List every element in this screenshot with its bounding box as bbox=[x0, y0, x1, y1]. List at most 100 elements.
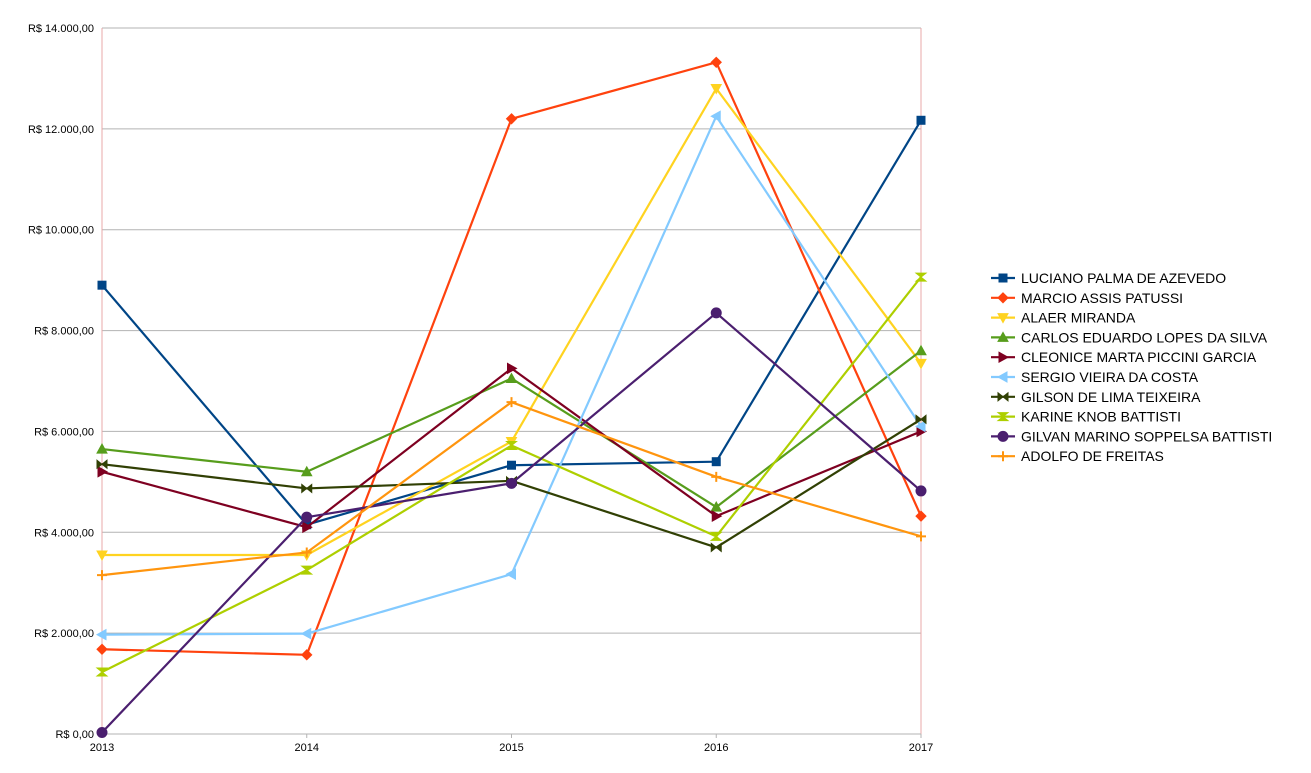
data-point bbox=[506, 397, 517, 408]
legend-marker bbox=[998, 273, 1008, 283]
legend-marker bbox=[996, 371, 1008, 383]
data-point bbox=[914, 272, 928, 282]
data-point bbox=[915, 485, 927, 497]
series-karine-knob-battisti bbox=[95, 272, 928, 677]
legend-label: MARCIO ASSIS PATUSSI bbox=[1021, 290, 1183, 306]
data-point bbox=[300, 627, 312, 640]
data-point bbox=[711, 457, 721, 467]
y-tick-label: R$ 0,00 bbox=[55, 729, 94, 741]
data-point bbox=[96, 726, 108, 738]
data-point bbox=[301, 649, 313, 661]
legend-label: ADOLFO DE FREITAS bbox=[1021, 448, 1164, 464]
legend-item: CARLOS EDUARDO LOPES DA SILVA bbox=[991, 329, 1268, 345]
data-point bbox=[710, 56, 722, 68]
series-luciano-palma-de-azevedo bbox=[97, 115, 926, 530]
x-tick-label: 2017 bbox=[909, 742, 933, 754]
legend-marker bbox=[998, 351, 1010, 364]
series-gilvan-marino-soppelsa-battisti bbox=[96, 307, 927, 738]
legend-marker bbox=[997, 313, 1009, 324]
data-point bbox=[915, 414, 927, 425]
legend-item: SERGIO VIEIRA DA COSTA bbox=[991, 369, 1199, 385]
data-point bbox=[301, 511, 313, 523]
x-tick-label: 2015 bbox=[499, 742, 523, 754]
data-point bbox=[96, 443, 108, 454]
legend-item: LUCIANO PALMA DE AZEVEDO bbox=[991, 270, 1226, 286]
data-point bbox=[96, 550, 108, 562]
data-point bbox=[505, 113, 518, 125]
data-point bbox=[506, 477, 517, 489]
data-point bbox=[711, 510, 723, 522]
legend-label: SERGIO VIEIRA DA COSTA bbox=[1021, 369, 1199, 385]
legend-item: ALAER MIRANDA bbox=[991, 310, 1136, 326]
legend-label: LUCIANO PALMA DE AZEVEDO bbox=[1021, 270, 1226, 286]
data-point bbox=[96, 643, 108, 655]
legend-marker bbox=[997, 331, 1009, 342]
legend-label: CARLOS EDUARDO LOPES DA SILVA bbox=[1021, 329, 1268, 345]
legend-item: KARINE KNOB BATTISTI bbox=[991, 409, 1181, 425]
data-point bbox=[95, 628, 107, 641]
legend-label: ALAER MIRANDA bbox=[1021, 310, 1136, 326]
data-point bbox=[97, 280, 107, 290]
legend-label: KARINE KNOB BATTISTI bbox=[1021, 409, 1181, 425]
data-point bbox=[915, 358, 927, 370]
x-tick-label: 2013 bbox=[90, 742, 114, 754]
y-tick-label: R$ 10.000,00 bbox=[28, 225, 94, 237]
legend-label: CLEONICE MARTA PICCINI GARCIA bbox=[1021, 349, 1257, 365]
y-tick-label: R$ 6.000,00 bbox=[34, 426, 94, 438]
series-line bbox=[101, 61, 923, 656]
data-point bbox=[710, 307, 722, 319]
data-point bbox=[505, 441, 518, 451]
legend-marker bbox=[997, 430, 1009, 442]
y-tick-label: R$ 4.000,00 bbox=[34, 527, 94, 539]
data-point bbox=[97, 570, 107, 581]
series-cleonice-marta-piccini-garcia bbox=[97, 362, 928, 534]
legend-marker bbox=[996, 412, 1010, 422]
series-sergio-vieira-da-costa bbox=[95, 110, 926, 641]
data-point bbox=[97, 465, 109, 478]
legend-item: CLEONICE MARTA PICCINI GARCIA bbox=[991, 349, 1257, 365]
x-tick-label: 2016 bbox=[704, 742, 728, 754]
legend-label: GILVAN MARINO SOPPELSA BATTISTI bbox=[1021, 428, 1272, 444]
series-group bbox=[95, 56, 928, 738]
y-tick-label: R$ 8.000,00 bbox=[34, 326, 94, 338]
data-point bbox=[709, 531, 723, 541]
data-point bbox=[914, 420, 926, 433]
series-adolfo-de-freitas bbox=[97, 397, 926, 581]
x-tick-label: 2014 bbox=[295, 742, 319, 754]
data-point bbox=[507, 460, 516, 470]
x-axis-tick-labels: 2013 2014 2015 2016 2017 bbox=[90, 742, 933, 754]
data-point bbox=[96, 459, 108, 470]
data-point bbox=[915, 344, 927, 356]
series-line bbox=[101, 276, 922, 673]
data-point bbox=[915, 510, 927, 522]
legend-marker bbox=[997, 292, 1009, 304]
legend-item: GILVAN MARINO SOPPELSA BATTISTI bbox=[991, 428, 1272, 444]
data-point bbox=[711, 471, 722, 482]
legend-item: MARCIO ASSIS PATUSSI bbox=[991, 290, 1183, 306]
data-point bbox=[710, 542, 722, 553]
data-point bbox=[302, 521, 313, 534]
y-tick-label: R$ 14.000,00 bbox=[28, 23, 94, 35]
legend-item: ADOLFO DE FREITAS bbox=[991, 448, 1164, 464]
data-point bbox=[300, 465, 313, 477]
data-point bbox=[505, 372, 518, 383]
legend-marker bbox=[998, 451, 1008, 462]
axes bbox=[101, 28, 922, 738]
data-point bbox=[505, 568, 516, 580]
data-point bbox=[710, 84, 723, 95]
data-point bbox=[301, 547, 312, 558]
data-point bbox=[916, 115, 926, 125]
series-carlos-eduardo-lopes-da-silva bbox=[96, 344, 927, 512]
y-tick-label: R$ 2.000,00 bbox=[34, 628, 94, 640]
legend-label: GILSON DE LIMA TEIXEIRA bbox=[1021, 389, 1201, 405]
data-point bbox=[507, 362, 518, 375]
data-point bbox=[300, 565, 314, 575]
data-point bbox=[916, 531, 926, 542]
legend: LUCIANO PALMA DE AZEVEDO MARCIO ASSIS PAT… bbox=[991, 270, 1272, 464]
data-point bbox=[95, 667, 109, 677]
legend-item: GILSON DE LIMA TEIXEIRA bbox=[991, 389, 1201, 405]
data-point bbox=[301, 483, 313, 494]
y-tick-label: R$ 12.000,00 bbox=[28, 124, 94, 136]
data-point bbox=[710, 110, 721, 123]
